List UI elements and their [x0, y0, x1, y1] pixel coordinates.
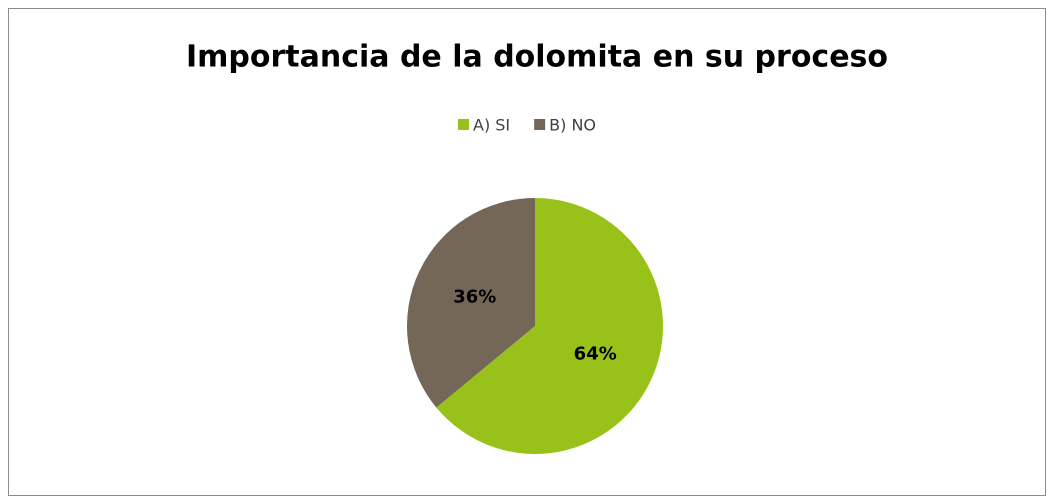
legend-swatch: [534, 119, 546, 130]
pie-slice: [436, 198, 663, 455]
legend-swatch: [458, 119, 469, 130]
pie-slice: [406, 198, 535, 408]
data-label: 36%: [453, 287, 496, 308]
legend-label: B) NO: [549, 116, 596, 135]
legend-label: A) SI: [473, 116, 510, 135]
data-label: 64%: [574, 343, 617, 364]
chart-title: Importancia de la dolomita en su proceso: [186, 40, 888, 75]
